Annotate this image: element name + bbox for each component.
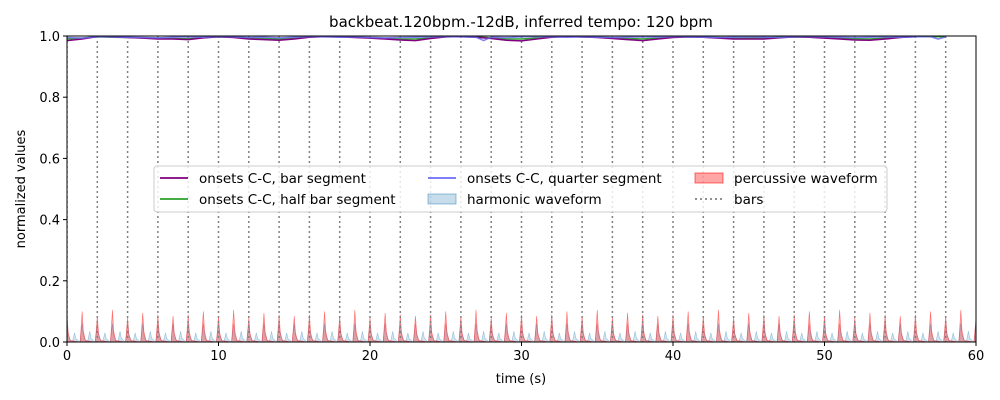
legend-label: percussive waveform (734, 171, 878, 187)
legend-label: onsets C-C, half bar segment (199, 192, 396, 208)
legend-box (153, 165, 888, 213)
x-tick-label: 40 (665, 349, 682, 364)
series-line-onsets-c-c-quarter-segment (67, 36, 946, 42)
y-axis: 0.0 0.2 0.4 0.6 0.8 1.0 (39, 30, 67, 351)
legend-entry: onsets C-C, half bar segment (160, 192, 396, 208)
x-axis-label: time (s) (496, 372, 546, 387)
legend-label: onsets C-C, quarter segment (467, 171, 662, 187)
legend-label: harmonic waveform (467, 192, 602, 208)
y-axis-label: normalized values (14, 129, 29, 248)
y-tick-label: 0.6 (39, 152, 60, 167)
y-tick-label: 0.8 (39, 91, 60, 106)
x-tick-label: 30 (513, 349, 530, 364)
x-tick-label: 60 (968, 349, 985, 364)
x-tick-label: 20 (362, 349, 379, 364)
bar-lines-layer (67, 36, 947, 342)
x-tick-label: 10 (210, 349, 227, 364)
legend-entry: bars (695, 192, 763, 208)
legend-label: bars (734, 192, 763, 208)
onset-series-layer (67, 36, 946, 42)
legend-entry: percussive waveform (694, 171, 878, 187)
legend-label: onsets C-C, bar segment (199, 171, 366, 187)
x-tick-label: 0 (63, 349, 71, 364)
x-axis: 0 10 20 30 40 50 60 (63, 342, 984, 364)
legend-entry: onsets C-C, bar segment (160, 171, 366, 187)
y-tick-label: 0.4 (39, 214, 60, 229)
y-tick-label: 1.0 (39, 30, 60, 45)
percussive-waveform-layer (67, 309, 976, 342)
legend: onsets C-C, bar segment onsets C-C, half … (153, 165, 888, 213)
percussive-waveform-area (67, 309, 976, 342)
legend-entry: harmonic waveform (427, 192, 602, 208)
y-tick-label: 0.2 (39, 275, 60, 290)
legend-swatch (427, 193, 457, 205)
y-tick-label: 0.0 (39, 336, 60, 351)
legend-swatch (694, 172, 724, 184)
legend-entry: onsets C-C, quarter segment (428, 171, 662, 187)
x-tick-label: 50 (816, 349, 833, 364)
plot-area (67, 36, 976, 342)
chart-title: backbeat.120bpm.-12dB, inferred tempo: 1… (329, 13, 713, 31)
